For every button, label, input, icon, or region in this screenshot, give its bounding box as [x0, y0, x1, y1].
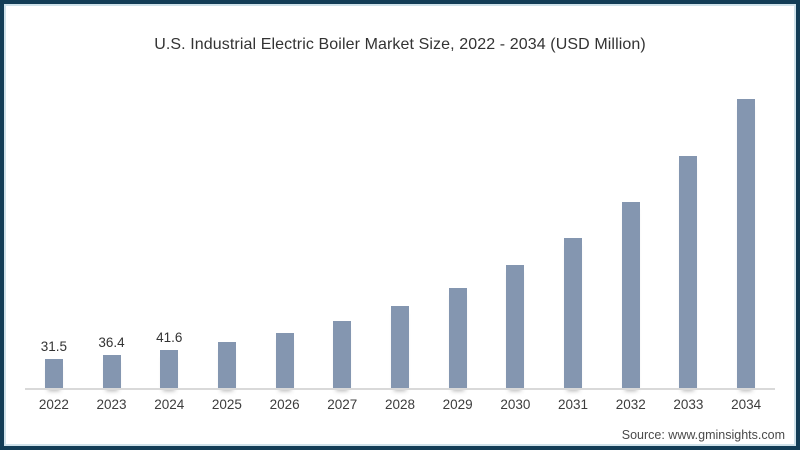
x-axis-tick-label: 2031: [558, 397, 589, 412]
bar-column: 2032: [602, 201, 660, 412]
x-axis-tick-label: 2022: [38, 397, 69, 412]
x-axis-tick-label: 2028: [384, 397, 415, 412]
bar-column: 2030: [487, 264, 545, 412]
bar-column: 31.5 2022: [25, 339, 83, 412]
bar-column: 2027: [313, 321, 371, 412]
bar-column: 2028: [371, 306, 429, 412]
source-attribution: Source: www.gminsights.com: [621, 428, 785, 442]
x-axis-tick-label: 2033: [673, 397, 704, 412]
bar-chart-plot: 31.5 2022 36.4 2023 41.6 2024 2025 2026 2027 2028…: [25, 77, 775, 412]
bar-2022: [44, 359, 63, 389]
bar-2026: [275, 332, 294, 389]
bar-2027: [333, 321, 352, 389]
bar-column: 2025: [198, 341, 256, 412]
bar-value-label: 41.6: [156, 329, 183, 345]
bar-2024: [160, 349, 179, 389]
bar-2028: [390, 306, 409, 389]
bar-column: 2029: [429, 288, 487, 412]
bar-2033: [679, 156, 698, 389]
bar-column: 2034: [717, 99, 775, 412]
bar-column: 2031: [544, 238, 602, 412]
bar-2032: [621, 201, 640, 389]
x-axis-tick-label: 2025: [211, 397, 242, 412]
x-axis-tick-label: 2029: [442, 397, 473, 412]
x-axis-tick-label: 2034: [731, 397, 762, 412]
x-axis-tick-label: 2027: [327, 397, 358, 412]
bar-2031: [564, 238, 583, 389]
x-axis-tick-label: 2024: [154, 397, 185, 412]
bar-2023: [102, 354, 121, 389]
bar-column: 41.6 2024: [140, 329, 198, 412]
bar-2025: [217, 341, 236, 389]
x-axis-tick-label: 2030: [500, 397, 531, 412]
bar-column: 36.4 2023: [83, 334, 141, 412]
bar-column: 2026: [256, 332, 314, 412]
bar-2030: [506, 264, 525, 389]
bar-value-label: 36.4: [98, 334, 125, 350]
x-axis-tick-label: 2032: [615, 397, 646, 412]
bar-2029: [448, 288, 467, 389]
bar-column: 2033: [660, 156, 718, 412]
x-axis-tick-label: 2026: [269, 397, 300, 412]
chart-title: U.S. Industrial Electric Boiler Market S…: [154, 36, 646, 53]
x-axis-line: [25, 388, 775, 390]
x-axis-tick-label: 2023: [96, 397, 127, 412]
bar-value-label: 31.5: [40, 339, 67, 355]
bar-2034: [737, 99, 756, 389]
